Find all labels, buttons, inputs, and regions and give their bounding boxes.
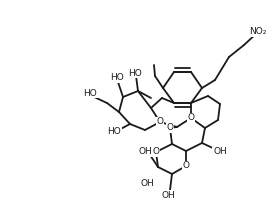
Text: O: O <box>156 118 163 126</box>
Text: O: O <box>166 124 174 132</box>
Text: NO₂: NO₂ <box>249 27 267 37</box>
Text: OH: OH <box>138 147 152 157</box>
Text: OH: OH <box>213 147 227 157</box>
Text: OH: OH <box>161 190 175 200</box>
Text: O: O <box>187 114 195 122</box>
Text: HO: HO <box>107 128 121 136</box>
Text: HO: HO <box>128 68 142 78</box>
Text: OH: OH <box>140 178 154 188</box>
Text: HO: HO <box>110 74 124 83</box>
Text: O: O <box>153 147 160 157</box>
Text: HO: HO <box>83 89 97 97</box>
Text: O: O <box>182 161 190 171</box>
